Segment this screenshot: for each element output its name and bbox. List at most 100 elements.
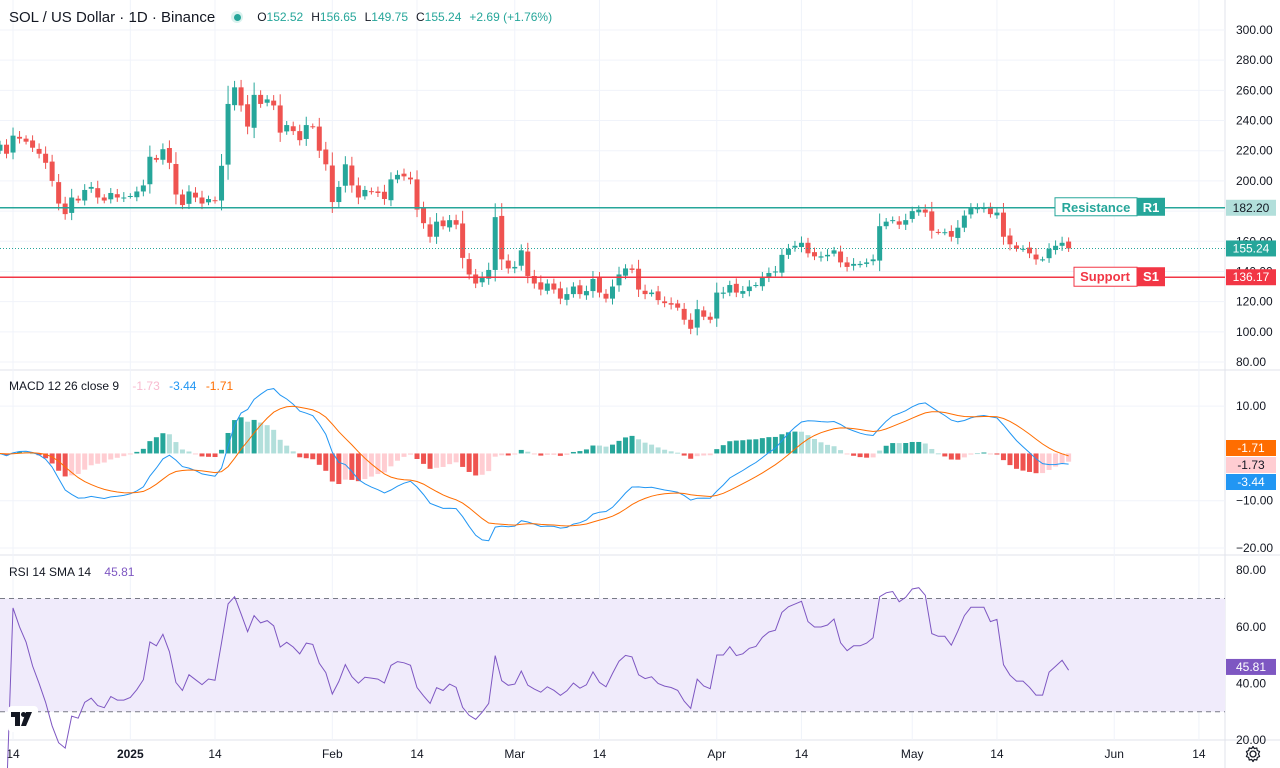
macd-histogram-bar <box>1020 453 1026 471</box>
candle-body <box>759 277 765 287</box>
candle-body <box>323 149 329 165</box>
macd-histogram-bar <box>401 453 407 457</box>
macd-histogram-bar <box>623 437 629 454</box>
macd-histogram-bar <box>134 451 140 454</box>
signal-price-label: -1.71 <box>1237 441 1265 455</box>
candle-body <box>557 288 563 299</box>
candle-body <box>1020 248 1026 250</box>
candle-body <box>414 179 420 210</box>
support-tag-badge[interactable] <box>1137 267 1165 287</box>
time-tick-label: 14 <box>6 747 20 761</box>
macd-histogram-bar <box>375 453 381 475</box>
candle-body <box>310 126 316 128</box>
close-label: C <box>416 10 425 24</box>
macd-histogram-bar <box>408 453 414 455</box>
macd-histogram-bar <box>82 453 88 470</box>
resistance-price-label-box <box>1226 199 1276 216</box>
resistance-tag-badge[interactable] <box>1137 197 1165 216</box>
macd-histogram-bar <box>486 453 492 472</box>
macd-histogram-bar <box>499 453 505 456</box>
macd-histogram-bar <box>88 453 94 466</box>
macd-histogram-bar <box>785 432 791 454</box>
last-price-label-box <box>1226 240 1276 257</box>
time-tick-label: 14 <box>990 747 1004 761</box>
time-tick-label: Feb <box>322 747 343 761</box>
rsi-value: 45.81 <box>104 565 135 579</box>
macd-histogram-bar <box>981 452 987 454</box>
candle-body <box>4 144 10 154</box>
macd-histogram-bar <box>811 438 817 454</box>
symbol-title[interactable]: SOL / US Dollar · 1D · Binance <box>9 8 216 26</box>
macd-histogram-bar <box>1000 453 1006 461</box>
candle-body <box>486 269 492 279</box>
candle-body <box>929 211 935 231</box>
macd-histogram-bar <box>929 448 935 454</box>
resistance-price-label: 182.20 <box>1233 201 1270 215</box>
rsi-label: RSI 14 SMA 14 <box>9 565 92 579</box>
candle-body <box>512 266 518 269</box>
macd-histogram-bar <box>355 453 361 482</box>
macd-histogram-bar <box>825 444 831 454</box>
macd-histogram-bar <box>1007 453 1013 466</box>
macd-histogram-bar <box>316 453 322 465</box>
macd-histogram-bar <box>727 441 733 454</box>
candle-body <box>251 94 257 128</box>
support-tag-code: S1 <box>1143 269 1159 284</box>
candle-body <box>23 138 29 142</box>
macd-histogram-bar <box>199 453 205 457</box>
price-tick-label: 80.00 <box>1236 355 1266 369</box>
candle-body <box>447 220 453 228</box>
candle-body <box>798 242 804 248</box>
rsi-tick-label: 40.00 <box>1236 676 1266 690</box>
candle-body <box>544 283 550 291</box>
candle-body <box>140 185 146 192</box>
candle-body <box>219 165 225 201</box>
candle-body <box>564 294 570 300</box>
macd-histogram-bar <box>805 435 811 454</box>
macd-histogram-bar <box>75 453 81 474</box>
price-tick-label: 300.00 <box>1236 23 1273 37</box>
macd-histogram-bar <box>173 442 179 454</box>
candle-body <box>473 274 479 284</box>
open-value: 152.52 <box>266 10 304 24</box>
candle-body <box>186 191 192 204</box>
candle-body <box>238 87 244 106</box>
candle-body <box>890 220 896 222</box>
macd-histogram-bar <box>779 434 785 454</box>
macd-histogram-bar <box>968 453 974 455</box>
tradingview-logo-icon[interactable] <box>8 706 38 732</box>
macd-histogram-bar <box>922 443 928 454</box>
candle-body <box>1059 242 1065 246</box>
candle-body <box>688 319 694 329</box>
macd-histogram-bar <box>95 453 101 464</box>
macd-histogram-bar <box>701 453 707 456</box>
macd-histogram-bar <box>525 451 531 454</box>
candle-body <box>10 135 16 153</box>
rsi-tick-label: 80.00 <box>1236 563 1266 577</box>
candle-body <box>701 310 707 317</box>
gear-icon[interactable] <box>1244 745 1262 763</box>
time-tick-label: 2025 <box>117 747 144 761</box>
candle-body <box>961 215 967 228</box>
time-tick-label: 14 <box>795 747 809 761</box>
macd-legend[interactable]: MACD 12 26 close 9 -1.73 -3.44 -1.71 <box>9 379 233 393</box>
time-tick-label: Mar <box>504 747 525 761</box>
macd-histogram-bar <box>421 453 427 464</box>
macd-tick-label: −20.00 <box>1236 541 1273 555</box>
macd-histogram-bar <box>258 422 264 454</box>
macd-signal-value: -1.71 <box>205 379 234 393</box>
macd-histogram-bar <box>688 453 694 459</box>
macd-histogram-bar <box>394 453 400 461</box>
macd-histogram-bar <box>140 448 146 454</box>
macd-histogram-bar <box>238 417 244 454</box>
macd-histogram-bar <box>518 449 524 454</box>
macd-histogram-bar <box>453 453 459 463</box>
candle-body <box>43 153 49 163</box>
candle-body <box>408 177 414 180</box>
macd-histogram-bar <box>766 437 772 454</box>
low-label: L <box>364 10 372 24</box>
rsi-legend[interactable]: RSI 14 SMA 14 45.81 <box>9 565 134 579</box>
candle-body <box>636 268 642 290</box>
candle-body <box>590 279 596 292</box>
